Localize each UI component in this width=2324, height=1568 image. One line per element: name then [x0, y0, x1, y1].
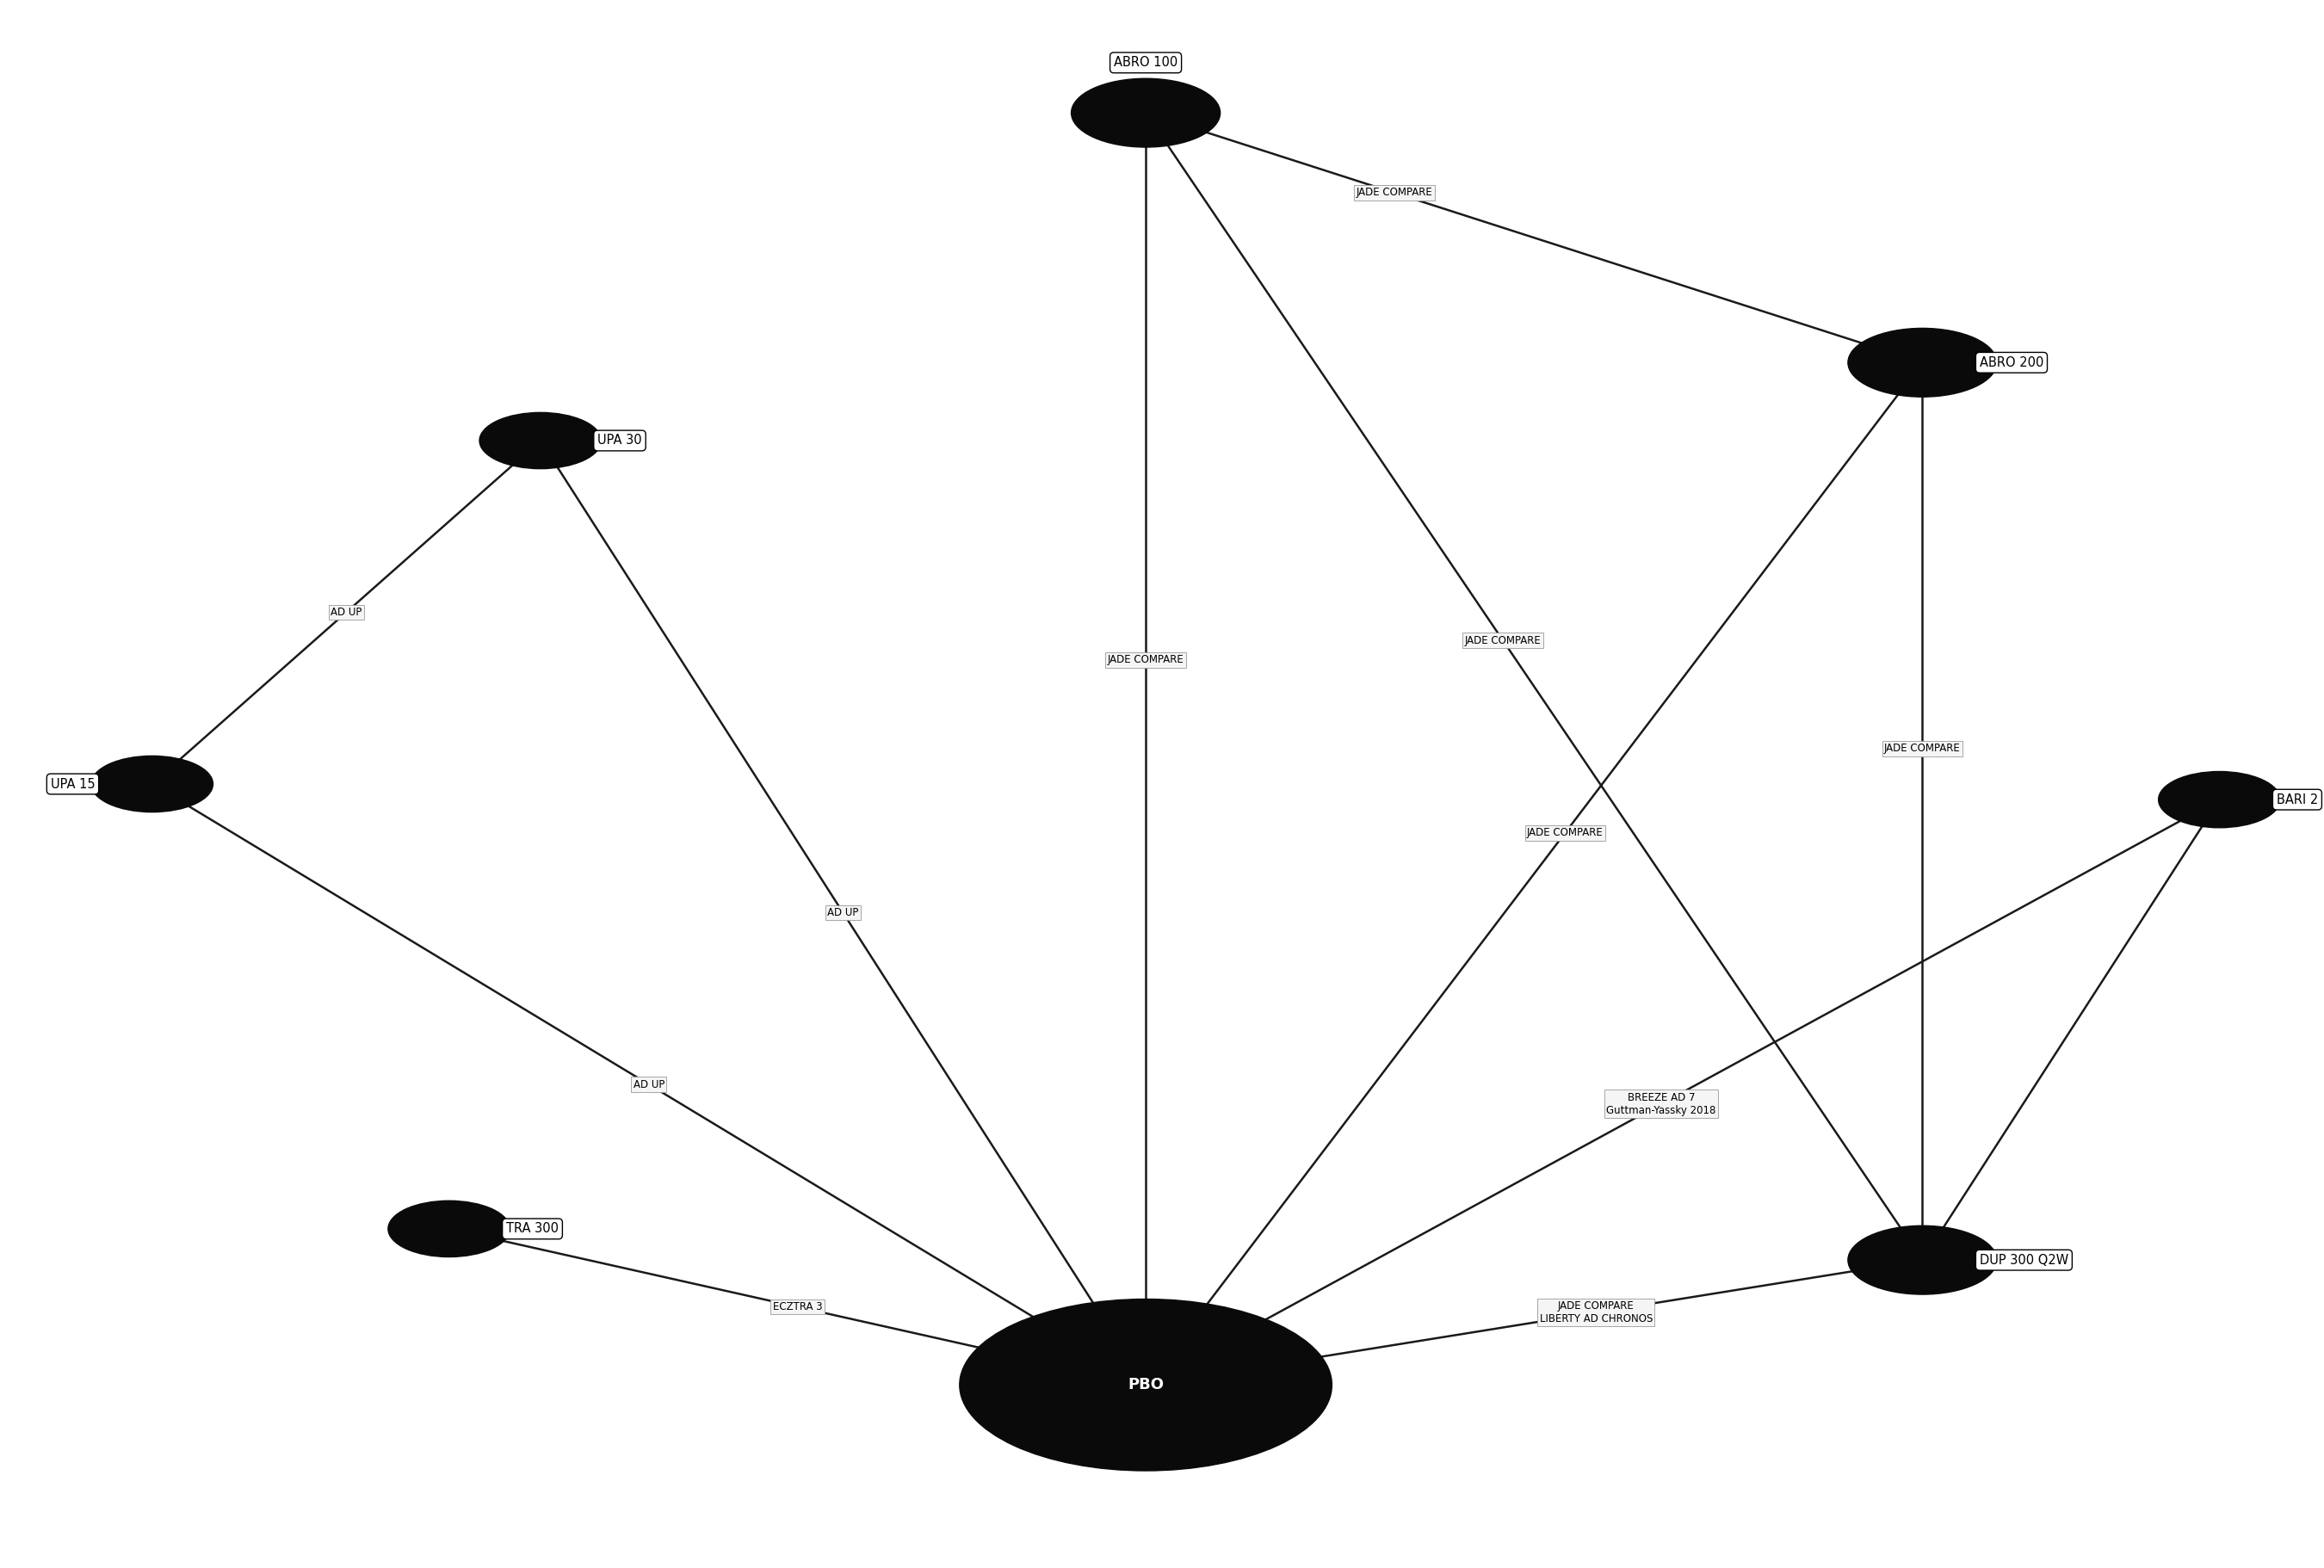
Text: UPA 30: UPA 30 [597, 434, 641, 447]
Text: ECZTRA 3: ECZTRA 3 [772, 1301, 823, 1312]
Text: BARI 2: BARI 2 [2278, 793, 2317, 806]
Text: AD UP: AD UP [632, 1079, 665, 1090]
Ellipse shape [479, 412, 602, 469]
Text: JADE COMPARE: JADE COMPARE [1464, 635, 1541, 646]
Text: BREEZE AD 7
Guttman-Yassky 2018: BREEZE AD 7 Guttman-Yassky 2018 [1606, 1091, 1715, 1116]
Text: AD UP: AD UP [330, 607, 363, 618]
Text: TRA 300: TRA 300 [507, 1223, 558, 1236]
Ellipse shape [91, 756, 214, 812]
Ellipse shape [388, 1201, 509, 1258]
Text: JADE COMPARE: JADE COMPARE [1885, 743, 1961, 754]
Text: ABRO 100: ABRO 100 [1113, 56, 1178, 69]
Ellipse shape [1071, 78, 1220, 147]
Text: PBO: PBO [1127, 1377, 1164, 1392]
Text: ABRO 200: ABRO 200 [1980, 356, 2043, 368]
Text: JADE COMPARE: JADE COMPARE [1109, 654, 1183, 665]
Text: DUP 300 Q2W: DUP 300 Q2W [1980, 1253, 2068, 1267]
Text: JADE COMPARE: JADE COMPARE [1527, 828, 1604, 839]
Ellipse shape [2159, 771, 2280, 828]
Ellipse shape [1848, 328, 1996, 397]
Text: JADE COMPARE: JADE COMPARE [1357, 187, 1432, 199]
Text: JADE COMPARE
LIBERTY AD CHRONOS: JADE COMPARE LIBERTY AD CHRONOS [1541, 1300, 1652, 1325]
Text: AD UP: AD UP [827, 908, 860, 919]
Ellipse shape [1848, 1226, 1996, 1295]
Ellipse shape [960, 1298, 1332, 1471]
Text: UPA 15: UPA 15 [51, 778, 95, 790]
